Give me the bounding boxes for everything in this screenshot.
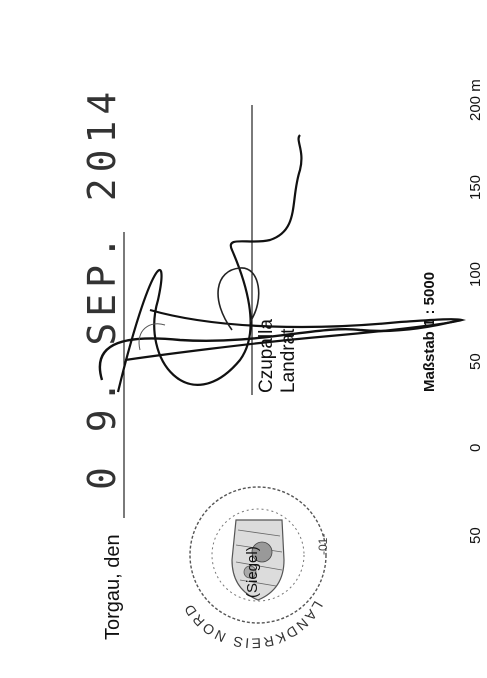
scale-tick-label: 150	[467, 174, 484, 200]
scale-tick-label: 0	[467, 443, 484, 453]
seal-ring-text-label: LANDKREIS NORDSACHSEN	[0, 0, 324, 652]
scale-tick-label: 100	[467, 261, 484, 287]
scale-tick-label: 50	[467, 526, 484, 544]
scale-tick-label: 50	[467, 352, 484, 370]
svg-text:LANDKREIS NORDSACHSEN: LANDKREIS NORDSACHSEN	[0, 0, 324, 652]
scale-title: Maßstab 1 : 5000	[421, 271, 438, 392]
scale-tick-label: 200 m	[467, 79, 484, 122]
seal-suffix: -01-	[316, 533, 330, 555]
